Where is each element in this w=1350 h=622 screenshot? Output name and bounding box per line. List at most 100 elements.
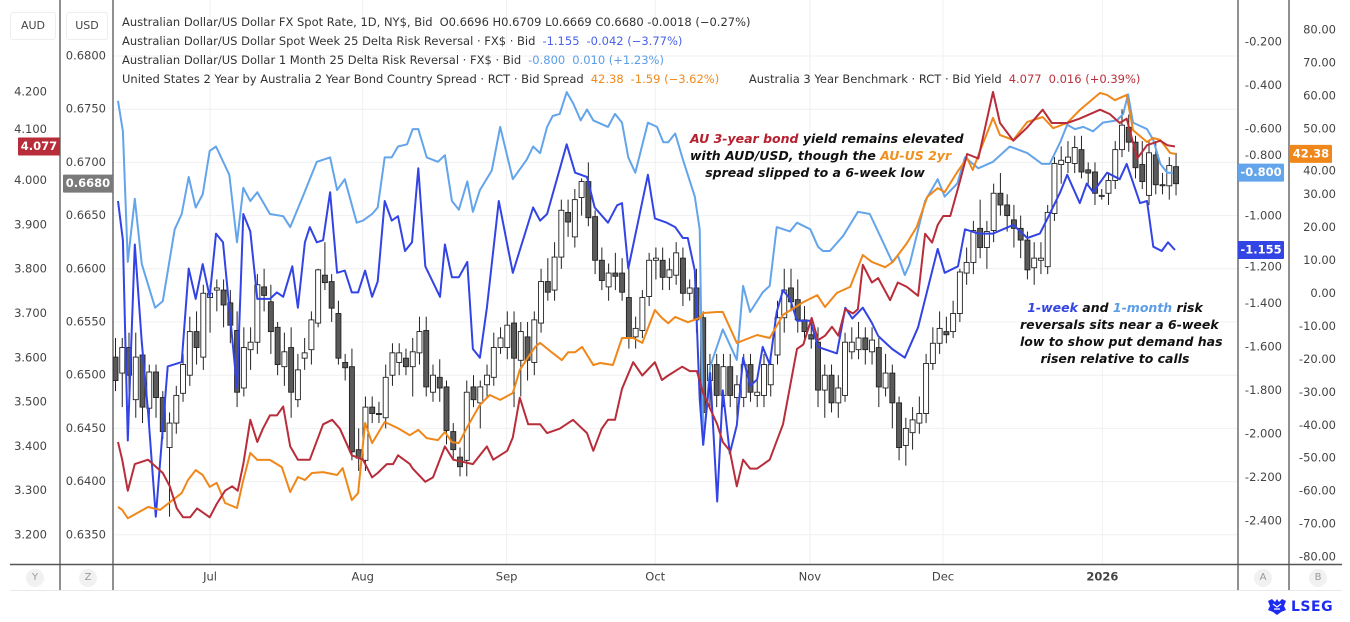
- legend-row-rr-1w[interactable]: Australian Dollar/US Dollar Spot Week 25…: [122, 32, 1140, 51]
- rr-tick-label: -2.000: [1245, 426, 1282, 440]
- legend-row-spread[interactable]: United States 2 Year by Australia 2 Year…: [122, 70, 1140, 89]
- rr-tick-label: -1.000: [1245, 209, 1282, 223]
- candle: [625, 268, 632, 349]
- candle: [281, 332, 288, 386]
- axis-button-b[interactable]: B: [1309, 569, 1327, 587]
- legend-row-spot[interactable]: Australian Dollar/US Dollar FX Spot Rate…: [122, 13, 1140, 32]
- candle: [848, 327, 855, 360]
- candle-body-down: [274, 326, 281, 366]
- candle-body-up: [166, 422, 173, 449]
- candle: [288, 327, 295, 418]
- candle-body-down: [288, 347, 295, 393]
- candle-body-up: [1159, 184, 1166, 187]
- axis-ticks: 4.200 4.100 4.000 3.900 3.800 3.700 3.600 3.500…: [14, 23, 1336, 584]
- candle-body-up: [916, 413, 923, 424]
- candle-body-down: [524, 336, 531, 361]
- candle: [983, 220, 990, 269]
- candle-body-up: [950, 313, 957, 333]
- annotation-text: risk: [1172, 300, 1203, 315]
- legend-name: Australian Dollar/US Dollar FX Spot Rate…: [122, 15, 433, 29]
- candle: [1085, 162, 1092, 184]
- annotation-highlight-au3y: AU 3-year bond: [690, 131, 799, 146]
- legend-row-rr-1m[interactable]: Australian Dollar/US Dollar 1 Month 25 D…: [122, 51, 1140, 70]
- candle-body-down: [875, 347, 882, 388]
- candle: [612, 252, 619, 291]
- annotation-text: with AUD/USD, though the: [690, 148, 881, 163]
- line-series: [117, 91, 1176, 520]
- candle: [1119, 109, 1125, 158]
- rr-tick-label: -0.400: [1245, 78, 1282, 92]
- candle: [842, 332, 848, 402]
- candle: [348, 348, 355, 461]
- candle: [186, 316, 193, 386]
- candle: [1166, 157, 1173, 200]
- candle-body-up: [990, 192, 997, 231]
- candle-body-up: [254, 284, 261, 343]
- candle: [869, 327, 876, 365]
- candle-body-up: [578, 181, 585, 198]
- candle-body-down: [342, 361, 349, 369]
- candle: [686, 279, 693, 301]
- candle: [929, 327, 936, 370]
- candle-body-down: [423, 330, 430, 388]
- candle-body-down: [815, 341, 821, 391]
- candle: [977, 199, 984, 259]
- candle: [605, 263, 612, 301]
- candle-body-up: [430, 374, 436, 393]
- axis-button-a[interactable]: A: [1254, 569, 1272, 587]
- candle: [254, 274, 261, 354]
- candle: [470, 375, 477, 408]
- annotation-highlight-1m: 1-month: [1112, 300, 1173, 315]
- spread-badge-bg: [1290, 144, 1332, 163]
- axis-button-z[interactable]: Z: [79, 569, 97, 587]
- candle: [396, 343, 403, 376]
- annotation-text: spread slipped to a 6-week low: [705, 165, 925, 180]
- spread-tick-label: 70.00: [1303, 55, 1336, 69]
- candle-body-up: [956, 271, 963, 314]
- candle-body-up: [1071, 147, 1078, 164]
- annotation-risk-reversals: 1-week and 1-month risk reversals sits n…: [1020, 299, 1223, 367]
- candle-body-up: [963, 261, 970, 274]
- candle-body-up: [673, 252, 680, 276]
- candle: [652, 247, 659, 280]
- aud-price-badge-text: 4.077: [21, 139, 57, 153]
- candle: [855, 322, 862, 360]
- candle: [875, 337, 882, 408]
- candle-body-up: [936, 327, 943, 344]
- annotation-text: reversals sits near a 6-week: [1020, 317, 1219, 332]
- legend-name-au3y[interactable]: Australia 3 Year Benchmark · RCT · Bid Y…: [748, 72, 1002, 86]
- candle: [173, 385, 180, 434]
- candle-body-down: [267, 301, 274, 333]
- candle-body-up: [774, 317, 781, 356]
- legend-change: 0.010 (+1.23%): [572, 53, 664, 67]
- series-line-au3y: [117, 91, 1176, 519]
- candle-body-up: [781, 289, 788, 319]
- candle-body-down: [1152, 154, 1159, 186]
- spread-tick-label: 50.00: [1303, 121, 1336, 135]
- candle-body-down: [997, 192, 1004, 206]
- spread-tick-label: -70.00: [1299, 517, 1336, 531]
- candle-body-down: [659, 259, 666, 278]
- rr-tick-label: -1.800: [1245, 383, 1282, 397]
- spread-tick-label: -50.00: [1299, 451, 1336, 465]
- candle: [835, 375, 842, 418]
- axis-button-y[interactable]: Y: [26, 569, 44, 587]
- candle-body-up: [396, 352, 403, 363]
- candle-body-up: [484, 374, 490, 386]
- candle: [889, 364, 896, 429]
- candle: [1159, 173, 1166, 195]
- candle: [490, 332, 497, 386]
- usd-axis-label[interactable]: USD: [66, 12, 108, 40]
- lseg-logo: LSEG: [1266, 598, 1333, 616]
- candle: [963, 247, 970, 285]
- spread-tick-label: -20.00: [1299, 352, 1336, 366]
- usd-price-badge: 0.6680: [63, 174, 113, 193]
- candle: [538, 268, 545, 333]
- candle: [153, 364, 159, 418]
- usd-price-badge-bg: [63, 174, 113, 193]
- candle: [902, 417, 909, 466]
- candle-body-down: [348, 366, 355, 453]
- aud-axis-label[interactable]: AUD: [10, 12, 56, 40]
- legend-name: Australian Dollar/US Dollar 1 Month 25 D…: [122, 53, 522, 67]
